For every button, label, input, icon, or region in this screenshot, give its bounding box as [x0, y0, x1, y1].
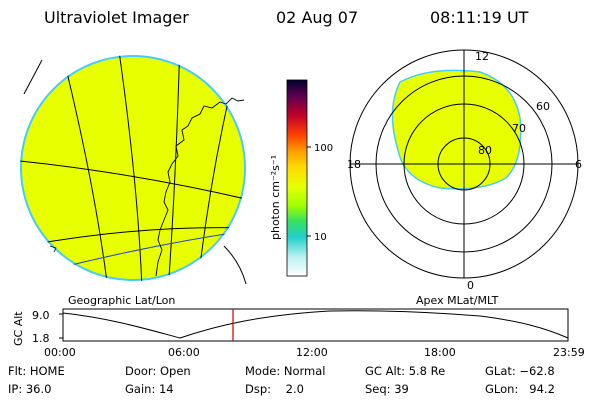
mlt-label-6: 6 [575, 158, 582, 171]
info-glon: GLon: 94.2 [485, 382, 555, 396]
info-gain: Gain: 14 [125, 382, 174, 396]
time-tick-2359: 23:59 [553, 346, 585, 359]
altitude-ytick: 9.0 [32, 309, 50, 322]
time-tick-00: 00:00 [44, 346, 76, 359]
coastline-tick [49, 245, 57, 253]
altitude-frame [62, 308, 569, 342]
info-dsp: Dsp: 2.0 [245, 382, 304, 396]
polar-plot: 12 18 6 0 60 70 80 [347, 49, 582, 292]
polar-grid [349, 49, 579, 279]
colorbar: 100 10 photon cm⁻²s⁻¹ [269, 79, 333, 277]
mlat-label-70: 70 [512, 122, 526, 135]
mlat-label-60: 60 [536, 100, 550, 113]
map-tick-line [23, 59, 43, 95]
info-gc-alt: GC Alt: 5.8 Re [365, 364, 446, 378]
colorbar-tick-label: 100 [314, 143, 333, 154]
altitude-curve [62, 310, 569, 339]
altitude-strip: GC Alt 9.0 1.8 [12, 308, 569, 346]
altitude-ytick: 1.8 [32, 332, 50, 345]
coastline [155, 97, 245, 277]
colorbar-gradient [286, 79, 308, 277]
colorbar-unit-label: photon cm⁻²s⁻¹ [269, 155, 282, 240]
time-tick-12: 12:00 [296, 346, 328, 359]
info-flight: Flt: HOME [8, 364, 65, 378]
instrument-title: Ultraviolet Imager [44, 8, 189, 27]
mlt-label-0: 0 [467, 279, 474, 292]
info-ip: IP: 36.0 [8, 382, 52, 396]
info-mode: Mode: Normal [245, 364, 326, 378]
mlat-label-80: 80 [478, 144, 492, 157]
info-door: Door: Open [125, 364, 191, 378]
altitude-ylabel: GC Alt [12, 311, 25, 346]
observation-date: 02 Aug 07 [276, 8, 359, 27]
time-tick-06: 06:00 [168, 346, 200, 359]
mlt-label-12: 12 [475, 50, 489, 63]
colorbar-tick-label: 10 [314, 232, 327, 243]
observation-time: 08:11:19 UT [430, 8, 529, 27]
polar-emission-region [391, 69, 522, 190]
mlt-label-18: 18 [347, 158, 361, 171]
geographic-map [20, 55, 247, 285]
info-seq: Seq: 39 [365, 382, 409, 396]
polar-caption: Apex MLat/MLT [416, 294, 499, 307]
time-tick-18: 18:00 [424, 346, 456, 359]
map-caption: Geographic Lat/Lon [68, 294, 175, 307]
map-edge-curve [223, 245, 247, 285]
info-glat: GLat: −62.8 [485, 364, 555, 378]
